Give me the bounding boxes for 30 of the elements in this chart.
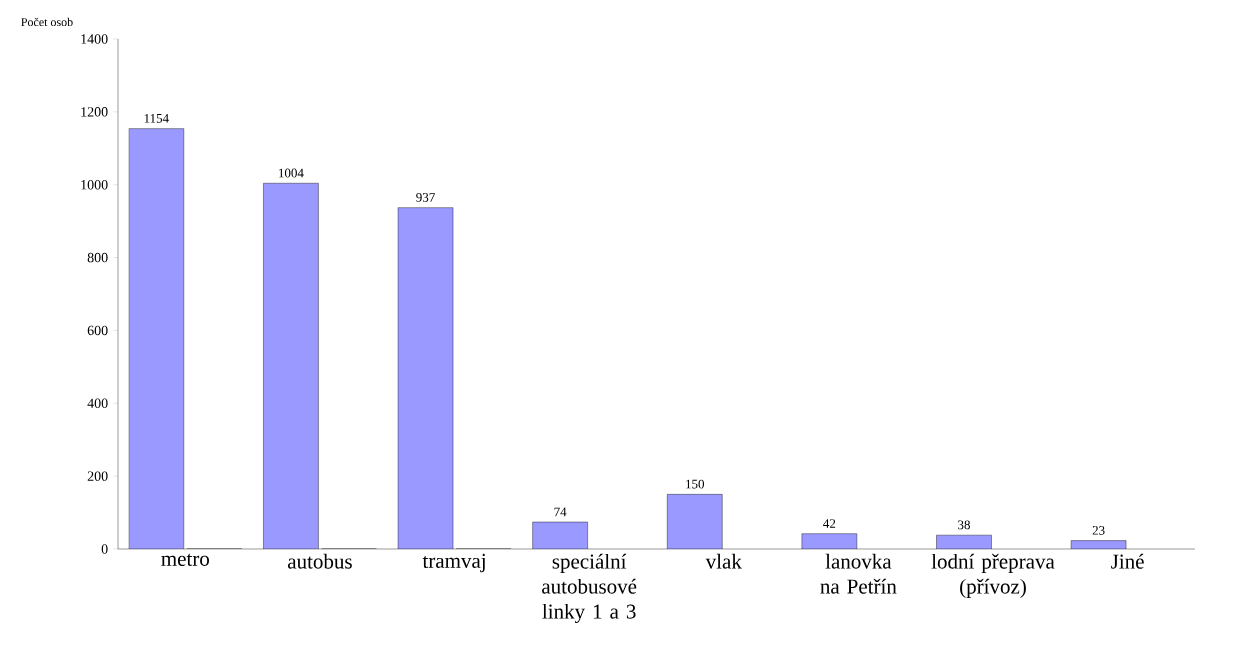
x-tick-label: tramvaj [422, 553, 485, 573]
y-axis-title: Počet osob [21, 17, 73, 27]
x-tick-label: speciální autobusové linky 1 a 3 [542, 553, 637, 623]
x-tick-label: vlak [705, 553, 742, 569]
data-label: 74 [554, 507, 567, 517]
bar [398, 207, 454, 549]
x-tick-label: lanovka na Petřín [820, 553, 897, 594]
bar [263, 183, 319, 549]
data-label: 42 [823, 519, 836, 528]
data-label: 937 [416, 193, 435, 202]
bar [128, 128, 184, 549]
x-tick-label: autobus [288, 553, 352, 569]
x-tick-label: Jiné [1111, 553, 1144, 569]
y-tick-label: 1000 [81, 179, 108, 190]
y-tick-label: 200 [87, 471, 108, 481]
data-label: 38 [958, 520, 970, 530]
y-tick-label: 400 [87, 398, 108, 408]
data-label: 150 [686, 479, 705, 489]
x-tick-label: lodní přeprava (přívoz) [931, 553, 1055, 598]
data-label: 1154 [144, 114, 169, 123]
y-tick-label: 1200 [81, 107, 108, 117]
y-tick-label: 1400 [81, 34, 108, 44]
y-tick-label: 800 [87, 252, 108, 263]
y-tick-label: 600 [87, 325, 108, 336]
y-tick-label: 0 [101, 544, 108, 554]
data-label: 1004 [279, 168, 304, 178]
x-tick-label: metro [161, 553, 210, 566]
bar [667, 494, 723, 549]
bar [532, 522, 588, 549]
data-label: 23 [1092, 526, 1105, 535]
